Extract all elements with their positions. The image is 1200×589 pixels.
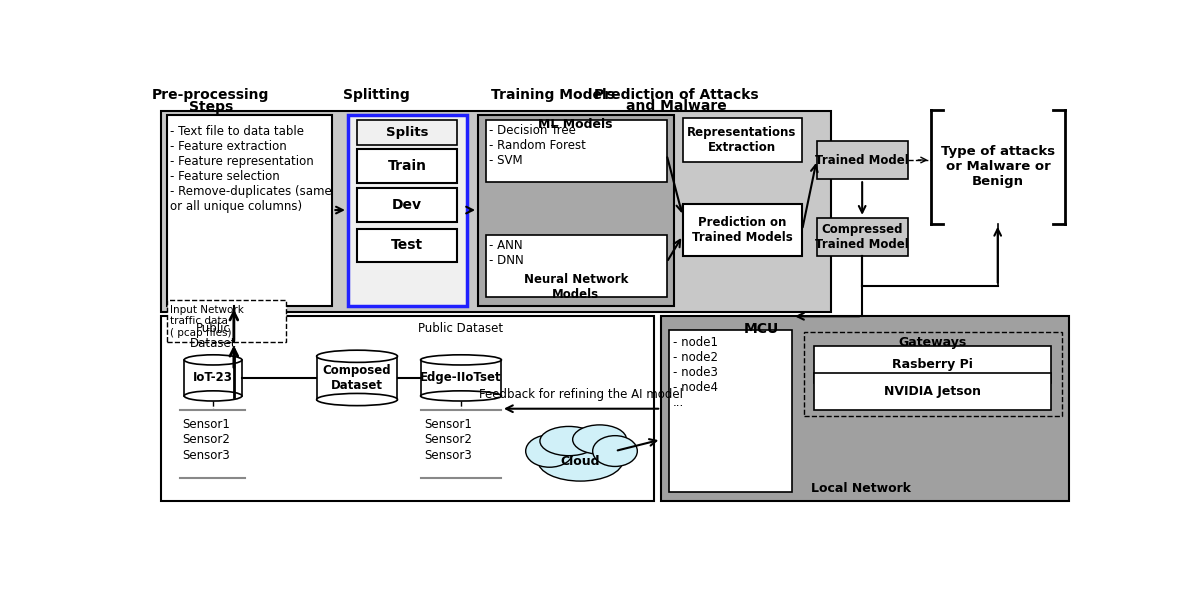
FancyBboxPatch shape xyxy=(683,204,802,256)
Ellipse shape xyxy=(184,355,242,365)
Text: Representations
Extraction: Representations Extraction xyxy=(688,126,797,154)
Text: Public
Dataset: Public Dataset xyxy=(190,322,236,350)
FancyBboxPatch shape xyxy=(161,111,830,312)
Ellipse shape xyxy=(420,355,502,365)
Text: Test: Test xyxy=(391,239,424,253)
Text: Edge-IIoTset: Edge-IIoTset xyxy=(420,372,502,385)
Text: MCU: MCU xyxy=(744,322,779,336)
Text: Sensor2: Sensor2 xyxy=(424,434,472,446)
Text: Prediction of Attacks: Prediction of Attacks xyxy=(594,88,758,102)
Text: Prediction on
Trained Models: Prediction on Trained Models xyxy=(691,216,792,244)
Text: - node1
- node2
- node3
- node4
...: - node1 - node2 - node3 - node4 ... xyxy=(673,336,718,409)
FancyBboxPatch shape xyxy=(161,316,654,501)
Text: Sensor1: Sensor1 xyxy=(424,418,472,431)
Text: Sensor3: Sensor3 xyxy=(182,449,230,462)
Text: Local Network: Local Network xyxy=(811,482,912,495)
Text: - Text file to data table
- Feature extraction
- Feature representation
- Featur: - Text file to data table - Feature extr… xyxy=(170,125,331,213)
Text: Train: Train xyxy=(388,159,427,173)
FancyBboxPatch shape xyxy=(420,360,502,396)
Text: Trained Model: Trained Model xyxy=(815,154,910,167)
FancyBboxPatch shape xyxy=(814,373,1051,411)
Text: NVIDIA Jetson: NVIDIA Jetson xyxy=(883,385,980,398)
Text: Compressed
Trained Model: Compressed Trained Model xyxy=(815,223,910,251)
Text: ML Models: ML Models xyxy=(539,118,613,131)
Text: and Malware: and Malware xyxy=(626,99,727,113)
Text: Sensor2: Sensor2 xyxy=(182,434,230,446)
Text: ...: ... xyxy=(424,469,436,482)
Text: Public Dataset: Public Dataset xyxy=(419,322,504,336)
FancyBboxPatch shape xyxy=(358,229,457,263)
FancyBboxPatch shape xyxy=(486,236,666,297)
FancyBboxPatch shape xyxy=(317,356,397,399)
FancyBboxPatch shape xyxy=(348,115,467,306)
Text: Splits: Splits xyxy=(386,126,428,139)
FancyBboxPatch shape xyxy=(486,120,666,181)
Text: Composed
Dataset: Composed Dataset xyxy=(323,364,391,392)
Text: Dev: Dev xyxy=(392,198,422,211)
FancyBboxPatch shape xyxy=(358,120,457,145)
Text: Input Network
traffic data
( pcap files): Input Network traffic data ( pcap files) xyxy=(170,305,244,338)
FancyBboxPatch shape xyxy=(804,332,1062,416)
Ellipse shape xyxy=(540,426,598,456)
Ellipse shape xyxy=(184,391,242,401)
FancyBboxPatch shape xyxy=(817,141,907,179)
Text: Neural Network
Models: Neural Network Models xyxy=(523,273,628,301)
Text: ...: ... xyxy=(182,469,193,482)
Text: Sensor1: Sensor1 xyxy=(182,418,230,431)
FancyBboxPatch shape xyxy=(358,149,457,183)
Text: Gateways: Gateways xyxy=(898,336,966,349)
FancyBboxPatch shape xyxy=(814,346,1051,382)
Text: Rasberry Pi: Rasberry Pi xyxy=(892,358,973,370)
FancyBboxPatch shape xyxy=(668,330,792,492)
Ellipse shape xyxy=(572,425,626,454)
FancyBboxPatch shape xyxy=(478,115,674,306)
FancyBboxPatch shape xyxy=(661,316,1069,501)
Text: IoT-23: IoT-23 xyxy=(193,372,233,385)
Ellipse shape xyxy=(317,393,397,406)
Text: - ANN
- DNN: - ANN - DNN xyxy=(488,239,523,267)
Text: - Decision Tree
- Random Forest
- SVM: - Decision Tree - Random Forest - SVM xyxy=(488,124,586,167)
Ellipse shape xyxy=(317,350,397,362)
FancyBboxPatch shape xyxy=(358,188,457,221)
Ellipse shape xyxy=(538,441,623,481)
FancyBboxPatch shape xyxy=(167,115,332,306)
FancyBboxPatch shape xyxy=(683,118,802,163)
FancyBboxPatch shape xyxy=(167,300,287,342)
Ellipse shape xyxy=(420,391,502,401)
Text: Steps: Steps xyxy=(188,100,233,114)
FancyBboxPatch shape xyxy=(817,218,907,256)
Text: Training Models: Training Models xyxy=(492,88,616,102)
Text: Type of attacks
or Malware or
Benign: Type of attacks or Malware or Benign xyxy=(941,145,1055,188)
Text: Splitting: Splitting xyxy=(343,88,409,102)
Text: Sensor3: Sensor3 xyxy=(424,449,472,462)
Ellipse shape xyxy=(593,436,637,466)
Text: Pre-processing: Pre-processing xyxy=(152,88,270,102)
Text: Feedback for refining the AI model: Feedback for refining the AI model xyxy=(479,388,683,401)
Ellipse shape xyxy=(526,435,574,467)
FancyBboxPatch shape xyxy=(184,360,242,396)
Text: Cloud: Cloud xyxy=(560,455,600,468)
